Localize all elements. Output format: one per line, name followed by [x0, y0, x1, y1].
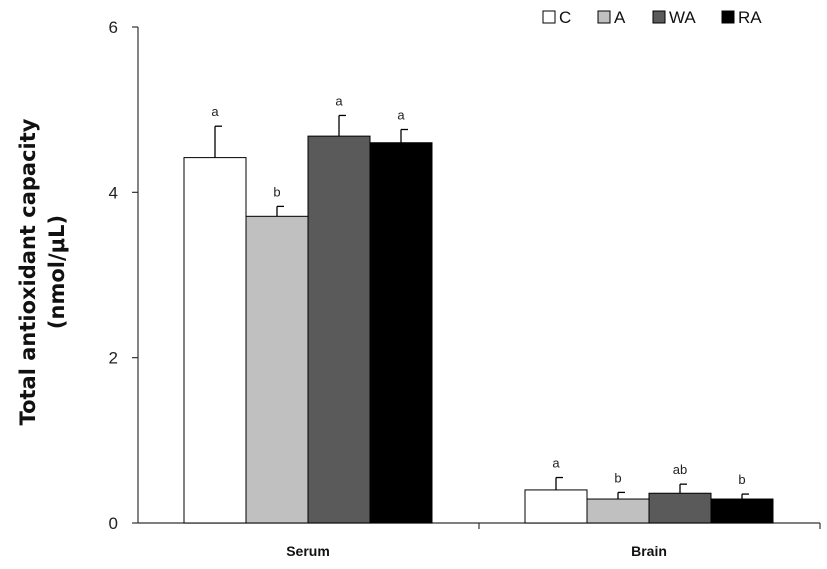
significance-label: ab: [673, 462, 687, 477]
legend-label: RA: [738, 8, 762, 27]
x-category-label: Serum: [286, 543, 330, 559]
significance-label: a: [397, 108, 405, 123]
significance-label: a: [211, 104, 219, 119]
bars-group: [183, 114, 774, 524]
bar: [586, 498, 650, 524]
x-axis: Serum Brain: [138, 522, 821, 559]
significance-label: b: [738, 472, 745, 487]
bar: [183, 157, 247, 524]
legend-swatch: [597, 10, 611, 24]
y-tick-label: 4: [109, 183, 118, 202]
y-tick-label: 2: [109, 349, 118, 368]
y-axis-label-line1: Total antioxidant capacity: [16, 118, 40, 425]
y-axis-label-line2: (nmol/μL): [45, 215, 69, 329]
bar: [245, 215, 309, 524]
legend-label: WA: [669, 8, 696, 27]
y-tick-label: 6: [109, 18, 118, 37]
bar: [307, 135, 371, 524]
significance-label: a: [335, 93, 343, 108]
legend-swatch: [542, 10, 556, 24]
legend-label: C: [559, 8, 571, 27]
significance-label: a: [552, 456, 560, 471]
bar: [524, 489, 588, 524]
y-axis: 0 2 4 6: [109, 18, 139, 533]
bar: [710, 498, 774, 524]
x-category-label: Brain: [631, 543, 667, 559]
bar: [369, 142, 433, 524]
significance-label: b: [273, 184, 280, 199]
y-tick-label: 0: [109, 514, 118, 533]
legend: C A WA RA: [542, 8, 762, 27]
bar: [648, 492, 712, 524]
legend-label: A: [614, 8, 626, 27]
significance-label: b: [614, 470, 621, 485]
legend-swatch: [721, 10, 735, 24]
legend-swatch: [652, 10, 666, 24]
